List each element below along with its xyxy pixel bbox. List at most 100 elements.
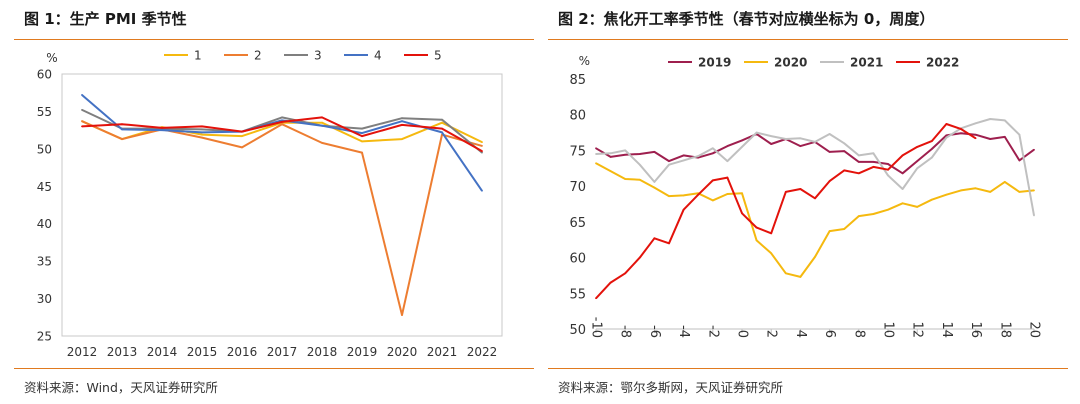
plot-frame (61, 73, 503, 337)
data-point (1003, 135, 1006, 138)
data-point (1018, 133, 1021, 136)
y-tick-label: 60 (37, 68, 52, 82)
data-point (321, 141, 323, 144)
y-tick-label: 80 (569, 109, 586, 124)
y-tick-label: 65 (569, 216, 586, 231)
data-point (755, 226, 758, 229)
data-point (1033, 214, 1035, 217)
legend-label: 2019 (698, 56, 731, 70)
data-point (814, 140, 816, 143)
data-point (784, 190, 787, 193)
title-rule (548, 39, 1068, 40)
x-tick-label: -8 (618, 325, 633, 338)
y-tick-label: 60 (569, 252, 586, 267)
source-note: 资料来源：Wind，天风证券研究所 (24, 380, 218, 395)
x-tick-label: 2015 (187, 345, 218, 359)
data-point (321, 124, 323, 127)
data-point (1003, 119, 1006, 122)
coking-utilization-chart: 50 55 60 65 70 75 80 85% -10 -8 -6 -4 -2 0 2 4 6 8 10 12 14 1… (569, 54, 1041, 338)
data-point (711, 179, 714, 182)
x-tick-label: 2022 (467, 345, 498, 359)
data-point (624, 149, 627, 152)
legend-label: 2020 (774, 56, 807, 70)
data-point (930, 198, 933, 201)
data-point (1018, 159, 1021, 162)
data-point (960, 189, 962, 192)
data-point (741, 145, 743, 148)
data-point (609, 152, 612, 155)
data-point (1018, 190, 1021, 193)
y-tick-label: 75 (569, 144, 586, 159)
data-point (828, 150, 831, 153)
x-tick-label: 14 (939, 321, 954, 338)
data-point (668, 163, 670, 166)
x-tick-label: 2019 (347, 345, 378, 359)
data-point (81, 94, 83, 96)
y-tick-label: 45 (37, 180, 52, 194)
x-tick-label: 2021 (427, 345, 458, 359)
data-point (770, 252, 773, 255)
data-point (1033, 148, 1035, 151)
x-tick-label: 2 (764, 330, 779, 338)
y-axis-unit: % (46, 51, 57, 65)
data-point (481, 150, 483, 153)
data-point (653, 237, 656, 240)
data-point (857, 154, 860, 157)
data-point (828, 133, 831, 135)
x-tick-label: -6 (647, 325, 662, 338)
legend-label: 1 (194, 49, 202, 63)
data-point (595, 147, 597, 150)
data-point (916, 167, 919, 170)
chart-title: 图 2：焦化开工率季节性（春节对应横坐标为 0，周度） (558, 10, 935, 28)
data-point (1003, 180, 1006, 183)
data-point (930, 156, 933, 159)
y-tick-label: 70 (569, 180, 586, 195)
title-rule (14, 39, 534, 40)
data-point (901, 172, 904, 175)
x-tick-label: 16 (968, 321, 983, 338)
data-point (828, 230, 831, 233)
legend-label: 2021 (850, 56, 883, 70)
data-point (960, 128, 962, 130)
data-point (653, 150, 656, 153)
y-tick-label: 40 (37, 217, 52, 231)
data-point (624, 272, 627, 275)
legend-label: 3 (314, 49, 322, 63)
data-point (441, 127, 443, 130)
data-point (121, 138, 123, 141)
data-point (989, 138, 992, 140)
series-line-2020 (595, 162, 1035, 278)
data-point (201, 128, 203, 131)
data-point (799, 137, 802, 140)
y-tick-label: 55 (569, 287, 586, 302)
data-point (401, 117, 403, 120)
x-tick-label: 2013 (107, 345, 138, 359)
data-point (872, 165, 875, 168)
x-tick-label: 2020 (387, 345, 418, 359)
data-point (784, 138, 787, 140)
data-point (741, 192, 743, 195)
x-tick-label: -10 (589, 317, 604, 338)
data-point (81, 125, 83, 128)
x-tick-label: 2014 (147, 345, 178, 359)
data-point (481, 151, 483, 154)
data-point (828, 180, 831, 183)
data-point (697, 155, 700, 158)
data-point (682, 194, 685, 197)
data-point (201, 136, 203, 139)
x-tick-label: 12 (910, 321, 925, 338)
x-tick-label: 10 (881, 321, 896, 338)
data-point (609, 281, 612, 284)
data-point (653, 186, 656, 189)
data-point (857, 215, 860, 218)
data-point (974, 187, 977, 190)
data-point (81, 109, 83, 111)
data-point (481, 189, 483, 192)
data-point (770, 143, 773, 145)
data-point (161, 126, 163, 129)
x-tick-label: 6 (822, 330, 837, 338)
data-point (638, 256, 641, 259)
data-point (945, 123, 948, 125)
data-point (361, 127, 363, 130)
legend-label: 2022 (926, 56, 959, 70)
